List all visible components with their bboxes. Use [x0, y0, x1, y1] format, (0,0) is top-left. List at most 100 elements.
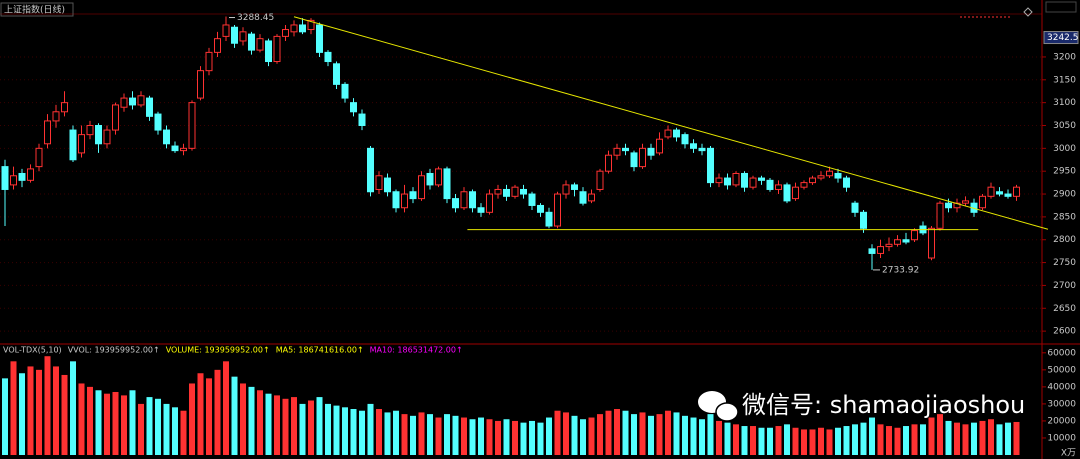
- volume-bar: [87, 386, 93, 455]
- title-box: [0, 2, 74, 17]
- volume-bar: [393, 410, 399, 455]
- candle-body: [911, 230, 918, 241]
- candle-body: [579, 191, 587, 204]
- candle-body: [758, 177, 765, 181]
- candle-body: [834, 172, 842, 179]
- y-tick-label: 2950: [1053, 167, 1076, 177]
- volume-bar: [996, 424, 1003, 455]
- candle-body: [996, 191, 1003, 195]
- candle-body: [469, 191, 476, 209]
- volume-bar: [801, 429, 807, 455]
- candle-body: [180, 147, 187, 152]
- volume-bar: [112, 391, 119, 455]
- candle-body: [10, 175, 17, 186]
- volume-bar: [495, 420, 501, 455]
- volume-bar: [537, 422, 544, 455]
- volume-bar: [614, 409, 620, 455]
- candle-body: [341, 83, 349, 99]
- volume-bar: [384, 412, 391, 455]
- volume-bar: [580, 419, 586, 455]
- candle-body: [528, 193, 536, 206]
- candle-body: [936, 202, 944, 229]
- candle-body: [894, 239, 901, 245]
- candle-body: [171, 145, 179, 152]
- candle-body: [749, 177, 757, 188]
- volume-bar: [852, 424, 858, 455]
- candle-body: [324, 51, 332, 63]
- candle-body: [350, 102, 357, 113]
- candle-body: [647, 147, 655, 156]
- volume-tick-label: 30000: [1047, 399, 1076, 409]
- volume-bar: [1005, 422, 1011, 455]
- candle-body: [596, 170, 604, 190]
- volume-bar: [954, 422, 960, 455]
- candle-body: [307, 19, 315, 31]
- candle-body: [222, 24, 230, 37]
- candle-body: [460, 191, 468, 209]
- volume-bar: [767, 427, 773, 455]
- volume-bar: [554, 410, 561, 455]
- candle-body: [562, 184, 570, 195]
- candle-body: [163, 129, 170, 145]
- candle-body: [707, 147, 714, 184]
- volume-bar: [750, 426, 756, 455]
- volume-bar: [988, 419, 994, 455]
- candle-body: [452, 198, 459, 209]
- candle-body: [545, 211, 553, 227]
- volume-bar: [478, 417, 484, 455]
- candle-body: [44, 120, 51, 145]
- volume-bar: [631, 414, 637, 455]
- volume-bar: [911, 424, 918, 455]
- volume-bar: [53, 366, 59, 455]
- volume-bar: [452, 415, 459, 455]
- volume-bar: [724, 422, 731, 455]
- volume-bar: [163, 403, 170, 455]
- volume-bar: [877, 424, 884, 455]
- volume-bar: [1013, 421, 1020, 455]
- volume-bar: [189, 383, 195, 455]
- candle-body: [860, 211, 867, 229]
- candle-body: [809, 177, 816, 184]
- volume-bar: [979, 420, 986, 455]
- y-tick-label: 3000: [1053, 144, 1076, 154]
- volume-bar: [682, 415, 688, 455]
- candle-body: [290, 24, 298, 33]
- volume-bar: [274, 395, 280, 455]
- candle-body: [851, 202, 859, 213]
- volume-bar: [784, 424, 790, 455]
- y-tick-label: 2600: [1053, 327, 1076, 337]
- volume-bar: [835, 427, 841, 455]
- candle-body: [443, 168, 451, 200]
- candle-body: [392, 191, 400, 209]
- volume-bar: [427, 414, 433, 455]
- volume-bar: [869, 417, 875, 455]
- volume-bar: [639, 412, 646, 455]
- candle-body: [1004, 193, 1012, 197]
- candle-body: [588, 193, 595, 202]
- volume-bar: [342, 407, 348, 455]
- volume-bar: [155, 398, 161, 455]
- volume-unit: X万: [1061, 449, 1076, 459]
- volume-bar: [597, 414, 603, 455]
- volume-bar: [231, 376, 238, 455]
- candle-body: [571, 184, 578, 190]
- volume-bar: [886, 426, 892, 455]
- candle-body: [792, 186, 799, 200]
- volume-bar: [70, 361, 76, 455]
- candle-body: [537, 204, 544, 213]
- volume-bar: [733, 424, 739, 455]
- candle-body: [698, 147, 706, 152]
- volume-bar: [129, 390, 136, 455]
- volume-bar: [503, 419, 510, 455]
- volume-bar: [512, 420, 518, 455]
- icon: [1023, 7, 1033, 17]
- volume-bar: [333, 405, 340, 455]
- volume-bar: [809, 429, 816, 455]
- volume-bar: [36, 369, 42, 455]
- candle-body: [384, 177, 391, 193]
- candle-body: [214, 38, 221, 53]
- volume-bar: [240, 383, 246, 455]
- volume-bar: [707, 414, 714, 455]
- y-tick-label: 3050: [1053, 121, 1076, 131]
